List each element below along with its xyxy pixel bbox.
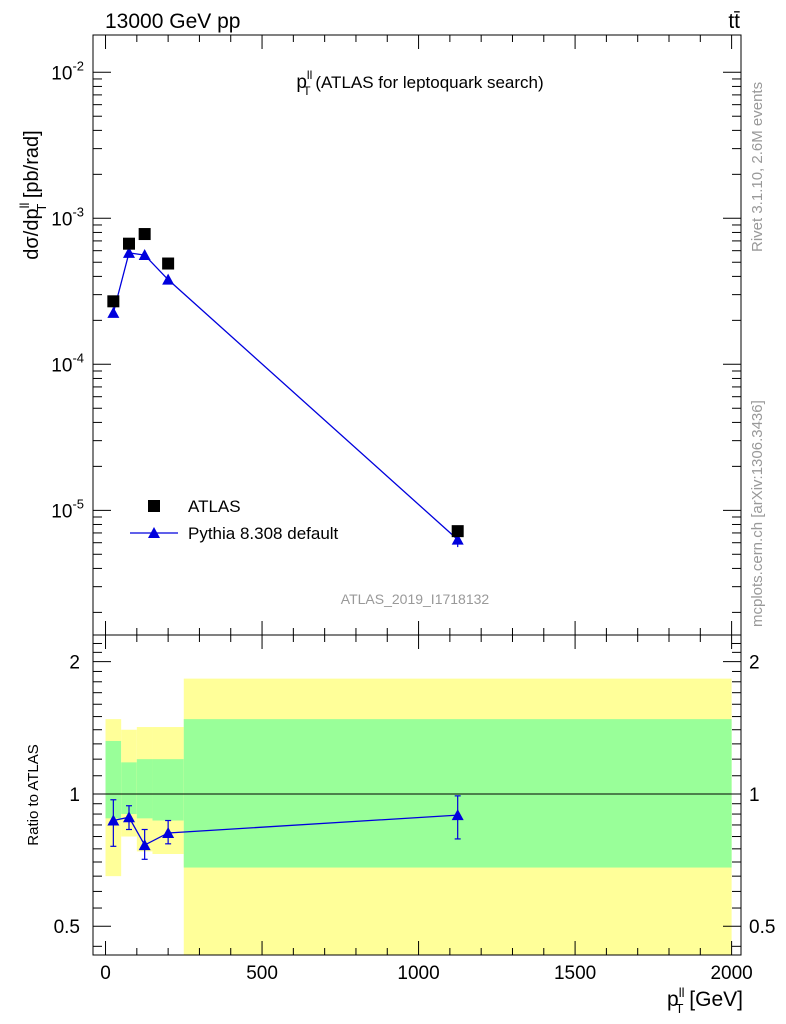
- x-tick-label-1: 500: [246, 963, 278, 984]
- atlas-point: [162, 257, 175, 270]
- main-ytick-label-0: 10-2: [51, 58, 84, 84]
- main-ytick-label-3: 10-5: [51, 496, 84, 522]
- pythia-line: [112, 252, 459, 541]
- ratio-band-green-1: [121, 762, 137, 815]
- legend-atlas-label: ATLAS: [188, 497, 241, 516]
- atlas-point: [123, 237, 135, 250]
- main-ytick-label-2: 10-4: [51, 350, 84, 376]
- ratio-band-green-3: [152, 759, 184, 821]
- ratio-ytick-label-left-2: 2: [69, 653, 80, 674]
- main-plot-marks: [107, 228, 464, 548]
- ratio-band-green-0: [105, 740, 122, 819]
- legend-pythia-marker: [148, 527, 160, 538]
- atlas-point: [451, 525, 464, 538]
- svg-text:mcplots.cern.ch [arXiv:1306.34: mcplots.cern.ch [arXiv:1306.3436]: [749, 400, 766, 627]
- ratio-band-green-4: [183, 719, 732, 868]
- legend-pythia-label: Pythia 8.308 default: [188, 524, 339, 543]
- main-y-axis-label: dσ/dpll T [pb/rad]: [17, 130, 49, 259]
- ratio-ytick-label-left-1: 1: [69, 785, 80, 806]
- ratio-frame-border: [92, 634, 742, 956]
- main-plot-frame: 10-2 10-3 10-4 10-5: [51, 34, 742, 636]
- main-frame-border: [92, 34, 742, 636]
- legend-atlas-marker: [148, 500, 160, 512]
- atlas-point: [107, 295, 120, 308]
- legend: ATLAS Pythia 8.308 default: [130, 497, 339, 543]
- ratio-ytick-label-right-2: 2: [749, 653, 760, 674]
- pythia-point: [162, 273, 175, 285]
- ratio-bands: [105, 678, 732, 955]
- ratio-pythia-point: [107, 814, 120, 826]
- pythia-point: [138, 249, 151, 261]
- x-tick-label-3: 1500: [554, 963, 596, 984]
- x-tick-label-2: 1000: [397, 963, 439, 984]
- ratio-pythia-point: [451, 809, 464, 821]
- pythia-point: [451, 533, 464, 545]
- main-title: pll T (ATLAS for leptoquark search): [296, 68, 543, 98]
- ratio-ytick-label-right-1: 1: [749, 785, 760, 806]
- ratio-band-green-2: [136, 759, 153, 819]
- ratio-plot-frame: 0.5 0.5 1 1 2 2 0 500 1000 1500 2000: [54, 634, 775, 984]
- ratio-ytick-label-right-0: 0.5: [749, 917, 775, 938]
- ratio-pythia-point: [162, 826, 175, 838]
- x-axis-label: pll T [GeV]: [667, 985, 743, 1016]
- pythia-point: [107, 306, 120, 318]
- x-tick-label-4: 2000: [710, 963, 752, 984]
- ratio-y-axis-label: Ratio to ATLAS: [25, 744, 42, 845]
- svg-text:Rivet 3.1.10, 2.6M events: Rivet 3.1.10, 2.6M events: [749, 82, 766, 252]
- ratio-ytick-label-left-0: 0.5: [54, 917, 80, 938]
- rivet-label: Rivet 3.1.10, 2.6M events: [749, 82, 766, 252]
- ratio-pythia-point: [138, 839, 151, 851]
- main-ytick-label-1: 10-3: [51, 204, 84, 230]
- atlas-point: [138, 228, 151, 241]
- analysis-id-label: ATLAS_2019_I1718132: [341, 591, 490, 607]
- mcplots-label: mcplots.cern.ch [arXiv:1306.3436]: [749, 400, 766, 627]
- svg-text:Ratio to ATLAS: Ratio to ATLAS: [25, 744, 42, 845]
- energy-label: 13000 GeV pp: [105, 10, 240, 33]
- ratio-pythia-point: [123, 811, 135, 823]
- ratio-plot-marks: [107, 795, 464, 860]
- x-tick-label-0: 0: [100, 963, 111, 984]
- pythia-point: [123, 246, 135, 258]
- process-label: tt̄: [728, 10, 740, 33]
